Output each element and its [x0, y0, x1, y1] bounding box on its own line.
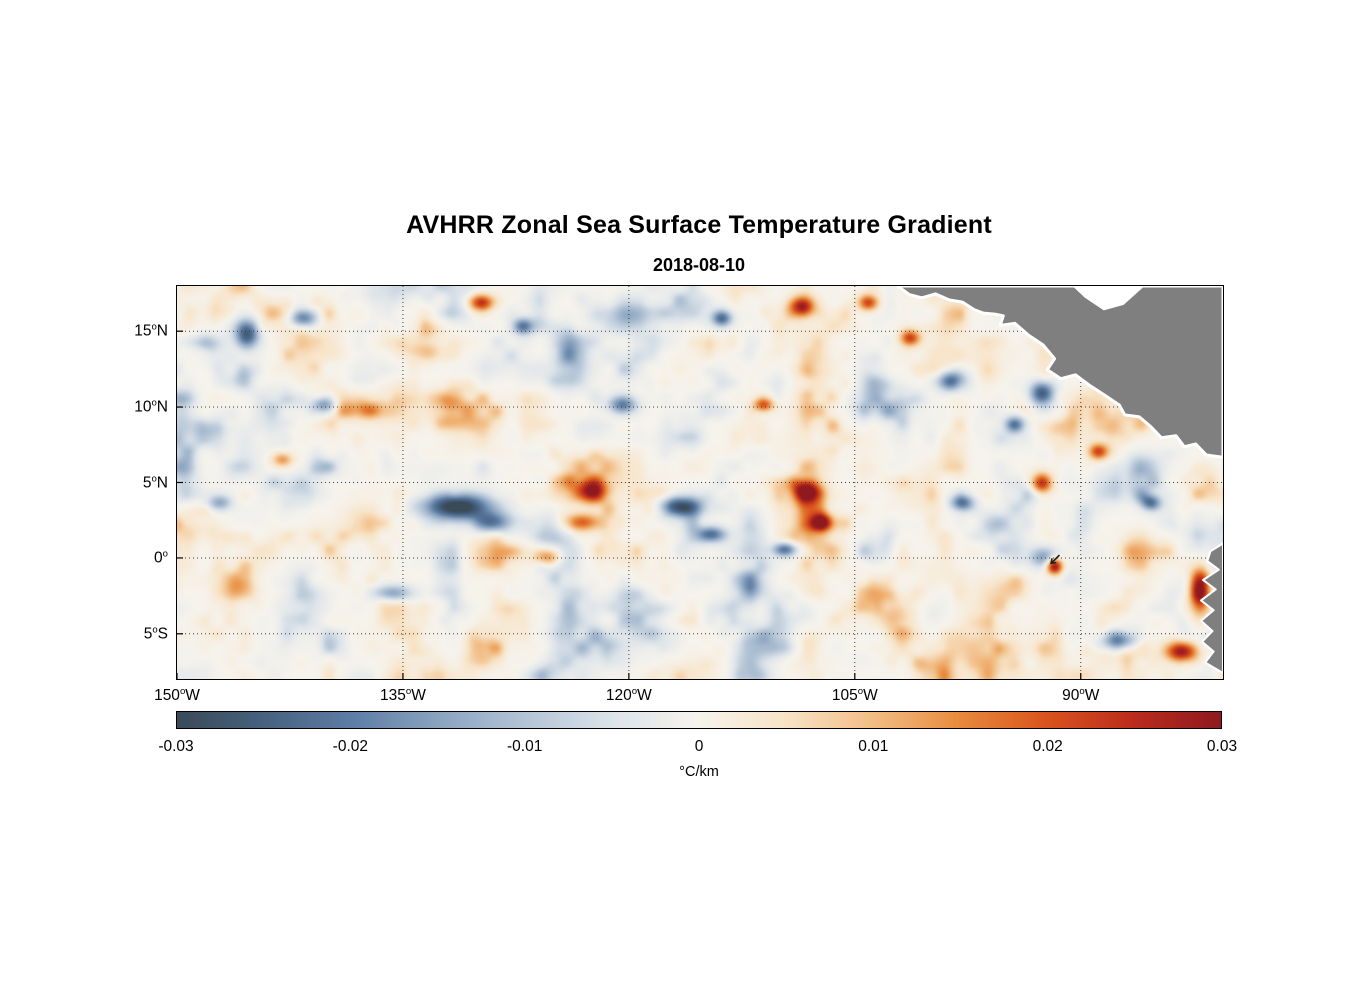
x-tick-hemisphere: W [1084, 687, 1100, 705]
y-tick-label-5s: 5oS [144, 624, 168, 643]
land-central-america [896, 286, 1223, 459]
x-tick-value: 150 [154, 687, 180, 705]
chart-title: AVHRR Zonal Sea Surface Temperature Grad… [406, 211, 992, 239]
colorbar: -0.03 -0.02 -0.01 0 0.01 0.02 0.03 °C/km [158, 711, 1237, 780]
chart-subtitle: 2018-08-10 [652, 255, 746, 275]
y-tick-label-10n: 10oN [134, 397, 168, 416]
y-tick-label-15n: 15oN [134, 322, 168, 341]
x-tick-hemisphere: W [185, 687, 200, 705]
degree-symbol: o [152, 624, 158, 636]
y-tick-value: 10 [134, 398, 152, 416]
x-tick-label-105w: 105oW [832, 686, 878, 705]
degree-symbol: o [1079, 686, 1085, 697]
x-tick-value: 105 [831, 687, 858, 705]
x-tick-label-135w: 135oW [380, 686, 426, 705]
x-tick-value: 120 [605, 687, 632, 705]
degree-symbol: o [179, 686, 186, 697]
colorbar-tick-label: -0.02 [332, 738, 368, 755]
x-tick-value: 90 [1062, 687, 1080, 705]
y-tick-label-5n: 5oN [143, 473, 168, 492]
y-tick-value: 5 [143, 625, 153, 643]
sea-notch-gulf [1072, 286, 1145, 311]
y-tick-hemisphere: S [157, 625, 168, 643]
land-south-america [1200, 542, 1223, 675]
x-tick-hemisphere: W [411, 687, 426, 705]
x-tick-label-90w: 90oW [1062, 686, 1099, 705]
x-tick-label-120w: 120oW [606, 686, 652, 705]
degree-symbol: o [162, 548, 168, 560]
colorbar-gradient [176, 711, 1222, 729]
degree-symbol: o [857, 686, 864, 697]
map-plot: 15oN 10oN 5oN 0o 5oS 150oW 135oW 120oW 1… [134, 285, 1224, 704]
y-tick-hemisphere: N [156, 474, 168, 492]
degree-symbol: o [151, 321, 157, 333]
colorbar-tick-label: 0.02 [1032, 738, 1063, 755]
degree-symbol: o [151, 397, 157, 409]
x-tick-value: 135 [379, 687, 406, 705]
colorbar-tick-label: 0.01 [858, 738, 889, 755]
x-tick-label-150w: 150oW [154, 686, 200, 705]
x-tick-hemisphere: W [637, 687, 652, 705]
colorbar-tick-label: -0.03 [158, 738, 194, 755]
y-tick-value: 0 [154, 549, 163, 567]
y-tick-hemisphere: N [156, 398, 168, 416]
colorbar-units-label: °C/km [679, 764, 719, 780]
y-tick-hemisphere: N [156, 322, 168, 340]
colorbar-tick-label: 0 [694, 738, 704, 755]
degree-symbol: o [631, 686, 638, 697]
y-tick-value: 15 [134, 322, 152, 340]
map-overlay [177, 286, 1223, 679]
degree-symbol: o [405, 686, 412, 697]
colorbar-tick-label: -0.01 [506, 738, 543, 755]
colorbar-tick-label: 0.03 [1206, 738, 1238, 755]
y-tick-value: 5 [142, 474, 152, 492]
y-tick-label-0: 0o [154, 548, 168, 567]
degree-symbol: o [151, 472, 157, 484]
x-tick-hemisphere: W [863, 687, 878, 705]
